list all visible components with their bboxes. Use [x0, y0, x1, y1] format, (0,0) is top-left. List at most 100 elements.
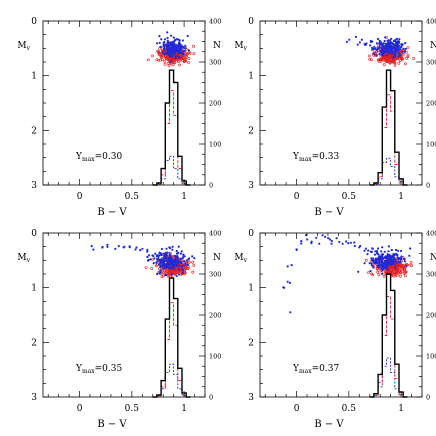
blue-star-point	[376, 252, 379, 255]
red-star-point	[412, 57, 416, 60]
blue-star-point	[379, 50, 382, 54]
red-star-point	[398, 274, 402, 278]
y-left-axis-label-sub: v	[243, 257, 248, 264]
blue-star-point	[300, 240, 303, 243]
blue-star-point	[155, 42, 159, 45]
blue-star-point	[135, 246, 138, 249]
red-star-point	[160, 275, 164, 279]
blue-star-point	[381, 255, 384, 258]
blue-star-point	[386, 50, 389, 54]
blue-star-point	[366, 253, 369, 256]
blue-star-point	[166, 45, 169, 48]
red-star-point	[169, 62, 173, 66]
blue-star-point	[160, 38, 163, 41]
ymax-annotation-prefix: Y	[75, 364, 83, 374]
blue-star-point	[182, 253, 185, 256]
blue-star-point	[397, 49, 400, 52]
blue-star-point	[168, 51, 171, 54]
blue-star-point	[369, 39, 372, 43]
x-tick-label: 0.5	[342, 404, 357, 414]
blue-star-point	[149, 258, 152, 261]
blue-star-point	[397, 52, 400, 55]
blue-star-point	[324, 235, 327, 238]
red-star-point	[392, 268, 396, 271]
blue-star-point	[360, 38, 363, 41]
blue-star-point	[177, 52, 180, 55]
ymax-annotation: Ymax=0.37	[292, 364, 339, 375]
blue-star-point	[353, 244, 356, 248]
red-star-point	[146, 58, 150, 62]
red-star-point	[388, 265, 391, 269]
blue-star-point	[394, 47, 397, 50]
blue-star-point	[371, 247, 374, 250]
blue-star-point	[358, 41, 361, 44]
blue-star-point	[338, 240, 341, 244]
blue-star-point	[159, 45, 162, 49]
blue-star-point	[372, 266, 375, 269]
blue-star-point	[183, 47, 186, 50]
red-star-point	[394, 263, 398, 267]
blue-star-point	[389, 261, 392, 264]
blue-star-point	[181, 257, 184, 260]
red-star-point	[157, 51, 161, 55]
blue-star-point	[383, 250, 386, 253]
blue-star-point	[381, 44, 384, 47]
y-right-tick-label: 200	[209, 100, 221, 108]
y-left-tick-label: 1	[31, 72, 37, 82]
blue-star-point	[379, 42, 383, 45]
red-star-point	[157, 50, 161, 54]
red-star-point	[403, 270, 407, 274]
y-left-tick-label: 0	[31, 229, 37, 239]
blue-star-point	[389, 41, 392, 44]
blue-star-point	[401, 51, 404, 54]
blue-star-point	[363, 43, 366, 46]
blue-star-point	[378, 42, 381, 45]
y-left-tick-label: 2	[248, 338, 254, 348]
blue-star-point	[172, 267, 175, 270]
blue-star-point	[363, 249, 366, 252]
blue-star-point	[141, 247, 144, 250]
y-right-tick-label: 400	[209, 18, 221, 26]
y-left-tick-label: 3	[31, 393, 37, 403]
y-right-tick-label: 0	[426, 394, 430, 402]
blue-star-point	[391, 262, 394, 266]
red-star-point	[192, 264, 196, 267]
blue-star-point	[163, 47, 166, 51]
blue-star-point	[169, 247, 172, 250]
blue-star-point	[376, 261, 379, 264]
blue-star-point	[383, 259, 386, 262]
blue-star-point	[166, 31, 169, 34]
y-right-tick-label: 400	[209, 230, 221, 238]
blue-star-point	[146, 250, 149, 253]
blue-star-point	[403, 258, 406, 261]
blue-star-point	[378, 52, 381, 56]
red-star-point	[364, 258, 368, 262]
ymax-annotation-subscript: max	[299, 156, 312, 163]
blue-star-point	[305, 234, 308, 237]
y-right-axis-label: N	[430, 41, 436, 51]
blue-star-point	[364, 247, 367, 250]
red-star-point	[389, 58, 393, 61]
blue-star-point	[169, 41, 172, 44]
blue-star-point	[186, 263, 189, 266]
ymax-annotation: Ymax=0.30	[75, 152, 122, 163]
red-star-point	[380, 57, 384, 60]
blue-star-point	[181, 52, 185, 55]
blue-star-point	[92, 248, 95, 251]
red-star-point	[162, 54, 166, 58]
red-star-point	[150, 267, 154, 271]
red-star-point	[191, 270, 195, 274]
panel-bottom-right: 0 0.5 1 0 1 2 3 0 100 200 300 400 Mv N B − V Ymax=0.37	[234, 229, 436, 430]
blue-star-point	[386, 261, 389, 264]
red-star-point	[367, 271, 371, 274]
blue-star-point	[170, 264, 173, 267]
x-axis-label: B − V	[97, 207, 127, 218]
red-star-point	[388, 61, 392, 65]
y-right-tick-label: 100	[209, 141, 221, 149]
y-left-axis-label-main: M	[17, 41, 26, 51]
blue-star-point	[399, 258, 403, 261]
red-star-point	[186, 267, 190, 271]
blue-star-point	[160, 247, 163, 251]
blue-star-point	[186, 34, 189, 38]
red-star-point	[391, 265, 394, 269]
